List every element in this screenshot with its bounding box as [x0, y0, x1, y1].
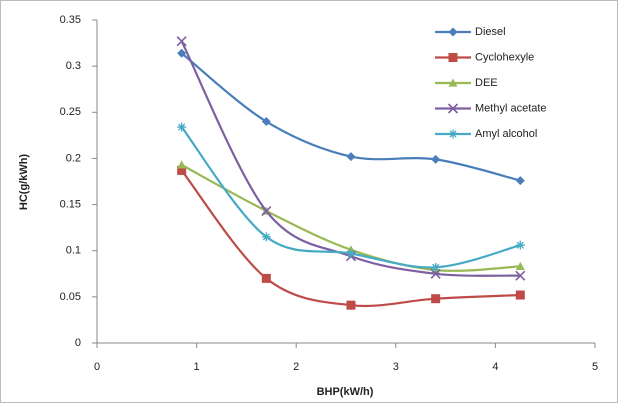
legend-marker	[448, 78, 458, 87]
legend-label: Amyl alcohol	[475, 128, 537, 140]
x-tick-label: 4	[492, 361, 498, 373]
y-tick-label: 0.3	[66, 60, 81, 72]
data-point	[346, 248, 356, 258]
legend-marker	[448, 53, 458, 62]
data-point	[261, 232, 271, 242]
legend-label: Cyclohexyle	[475, 51, 534, 63]
data-point	[177, 122, 187, 132]
data-point	[346, 152, 356, 162]
y-tick-label: 0.15	[60, 198, 81, 210]
data-point	[431, 262, 441, 272]
data-point	[261, 205, 272, 217]
y-tick-label: 0.25	[60, 106, 81, 118]
data-point	[176, 36, 187, 47]
data-point	[515, 240, 525, 250]
x-tick-label: 2	[293, 361, 299, 373]
data-point	[346, 300, 356, 310]
legend-marker	[448, 27, 458, 37]
data-point	[515, 290, 525, 300]
x-axis-title: BHP(kW/h)	[317, 386, 374, 398]
data-point	[431, 154, 441, 164]
y-axis-title: HC(g/kWh)	[18, 154, 30, 211]
data-point	[430, 268, 441, 279]
y-tick-label: 0.1	[66, 245, 81, 257]
x-tick-label: 5	[592, 361, 598, 373]
legend-label: Diesel	[475, 26, 506, 38]
data-point	[177, 48, 187, 58]
data-point	[261, 117, 271, 127]
y-tick-label: 0	[75, 337, 81, 349]
data-point	[431, 294, 441, 304]
data-point	[515, 176, 525, 186]
x-tick-label: 0	[94, 361, 100, 373]
x-tick-label: 1	[194, 361, 200, 373]
data-point	[515, 261, 525, 271]
data-point	[261, 273, 271, 283]
x-tick-label: 3	[393, 361, 399, 373]
data-point	[515, 270, 526, 281]
legend-marker	[447, 103, 459, 114]
legend-label: Methyl acetate	[475, 102, 547, 114]
legend-marker	[448, 129, 458, 139]
y-tick-label: 0.2	[66, 152, 81, 164]
data-point	[177, 160, 187, 169]
data-point	[177, 165, 187, 175]
y-tick-label: 0.05	[60, 291, 81, 303]
legend-label: DEE	[475, 77, 498, 89]
y-tick-label: 0.35	[60, 14, 81, 26]
